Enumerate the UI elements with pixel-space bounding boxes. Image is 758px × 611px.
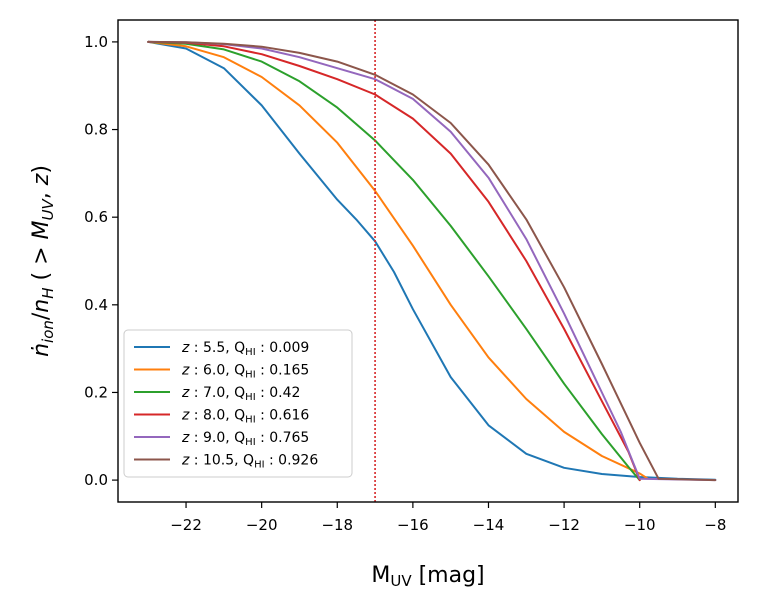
x-tick-label: −18 [321, 516, 353, 534]
x-axis-label: MUV [mag] [371, 563, 484, 590]
legend-box [123, 329, 353, 478]
series-line-4 [147, 40, 641, 482]
x-tick-label: −12 [548, 516, 580, 534]
y-tick-label: 1.0 [84, 33, 108, 51]
axes-frame [117, 19, 739, 503]
x-tick-label: −16 [397, 516, 429, 534]
x-tick-label: −8 [704, 516, 726, 534]
legend: z : 5.5, QHI : 0.009 z : 6.0, QHI : 0.165… [123, 329, 353, 478]
series-line-1 [147, 40, 717, 481]
legend-label: z : 5.5, QHI : 0.009 [181, 340, 309, 358]
x-tick-label: −14 [473, 516, 505, 534]
x-tick-label: −10 [624, 516, 656, 534]
series-line-2 [147, 40, 649, 480]
legend-label: z : 7.0, QHI : 0.42 [181, 385, 300, 403]
y-tick-label: 0.6 [84, 208, 108, 226]
series-line-6 [147, 40, 717, 482]
legend-label: z : 9.0, QHI : 0.765 [181, 430, 309, 448]
series-line-5 [147, 40, 717, 482]
plot-area: −22 −20 −18 −16 −14 −12 −10 −8 0.0 0.2 0.4 0.6 0.8 1.… [29, 19, 739, 590]
legend-label: z : 10.5, QHI : 0.926 [181, 453, 318, 471]
legend-label: z : 8.0, QHI : 0.616 [181, 408, 309, 426]
legend-label: z : 6.0, QHI : 0.165 [181, 363, 309, 381]
x-tick-label: −22 [170, 516, 202, 534]
y-tick-label: 0.0 [84, 471, 108, 489]
y-tick-label: 0.2 [84, 383, 108, 401]
y-tick-label: 0.8 [84, 121, 108, 139]
y-tick-label: 0.4 [84, 296, 108, 314]
series-line-3 [147, 40, 641, 482]
y-axis-label: ṅion/nH ( > MUV, z) [29, 165, 57, 357]
x-tick-label: −20 [246, 516, 278, 534]
